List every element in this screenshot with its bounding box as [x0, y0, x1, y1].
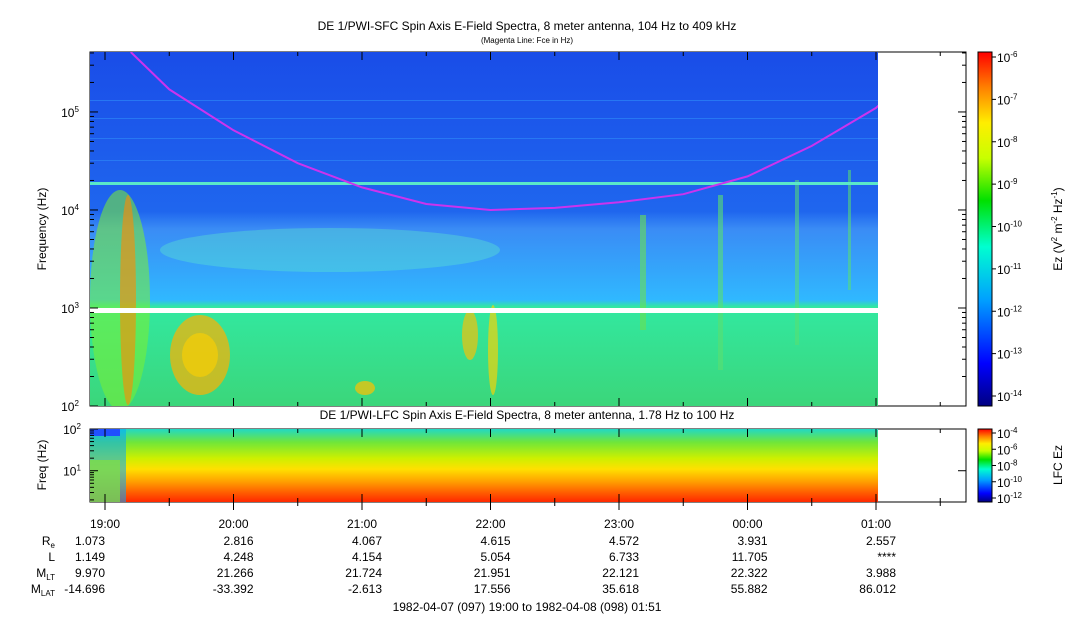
ephemeris-table: Re 1.073 2.816 4.067 4.615 4.572 3.931 2.557 L 1.… — [31, 534, 896, 598]
ephemeris-value: 4.154 — [352, 550, 382, 564]
time-tick-label: 23:00 — [604, 517, 634, 531]
ephemeris-value: 2.816 — [223, 534, 253, 548]
ephemeris-value: 11.705 — [732, 550, 768, 564]
sfc-colorbar-tick-label: 10-11 — [997, 262, 1022, 277]
time-tick-label: 01:00 — [861, 517, 891, 531]
ephemeris-row-label: L — [48, 550, 55, 564]
ephemeris-value: -33.392 — [213, 582, 254, 596]
sfc-y-tick-label: 102 — [61, 399, 79, 414]
sfc-colorbar-tick-label: 10-9 — [997, 177, 1018, 192]
lfc-colorbar-tick-label: 10-6 — [997, 442, 1018, 457]
lfc-spectrogram — [90, 429, 878, 502]
time-tick-label: 00:00 — [732, 517, 762, 531]
ephemeris-value: 86.012 — [859, 582, 896, 596]
time-tick-label: 19:00 — [90, 517, 120, 531]
sfc-spectrogram — [90, 52, 878, 406]
sfc-colorbar-tick-label: 10-12 — [997, 304, 1022, 319]
lfc-colorbar-tick-label: 10-4 — [997, 426, 1018, 441]
ephemeris-value: -14.696 — [64, 582, 105, 596]
time-range-label: 1982-04-07 (097) 19:00 to 1982-04-08 (09… — [393, 600, 662, 614]
sfc-colorbar-tick-label: 10-14 — [997, 389, 1022, 404]
sfc-title: DE 1/PWI-SFC Spin Axis E-Field Spectra, … — [318, 19, 737, 33]
sfc-colorbar-label: Ez (V2 m-2 Hz-1) — [1050, 187, 1065, 270]
ephemeris-value: 6.733 — [609, 550, 639, 564]
lfc-y-tick-label: 102 — [63, 422, 81, 437]
sfc-colorbar-tick-label: 10-10 — [997, 220, 1022, 235]
sfc-subtitle: (Magenta Line: Fce in Hz) — [481, 36, 573, 45]
ephemeris-value: 4.572 — [609, 534, 639, 548]
ephemeris-value: 21.266 — [217, 566, 254, 580]
lfc-colorbar-tick-label: 10-12 — [997, 491, 1022, 506]
ephemeris-value: 22.322 — [731, 566, 768, 580]
time-tick-label: 20:00 — [218, 517, 248, 531]
time-tick-label: 22:00 — [475, 517, 505, 531]
ephemeris-value: 55.882 — [731, 582, 768, 596]
sfc-y-axis: 102 103 104 105 — [61, 52, 966, 414]
lfc-y-label: Freq (Hz) — [35, 440, 49, 491]
ephemeris-value: 4.615 — [480, 534, 510, 548]
ephemeris-value: 3.988 — [866, 566, 896, 580]
ephemeris-value: 21.951 — [474, 566, 511, 580]
lfc-colorbar-label: LFC Ez — [1051, 445, 1065, 485]
ephemeris-value: 35.618 — [602, 582, 639, 596]
lfc-panel — [89, 428, 967, 503]
ephemeris-row-label: MLT — [36, 566, 55, 582]
sfc-y-tick-label: 104 — [61, 203, 79, 218]
time-tick-label: 21:00 — [347, 517, 377, 531]
lfc-y-axis: 101 102 — [63, 422, 966, 501]
ephemeris-value: 5.054 — [480, 550, 510, 564]
ephemeris-value: 4.248 — [223, 550, 253, 564]
sfc-y-tick-label: 105 — [61, 105, 79, 120]
sfc-colorbar-tick-label: 10-13 — [997, 347, 1022, 362]
sfc-panel — [89, 51, 967, 407]
ephemeris-row-label: Re — [42, 534, 56, 550]
ephemeris-value: **** — [877, 550, 896, 564]
ephemeris-value: 9.970 — [75, 566, 105, 580]
sfc-colorbar: 10-6 10-7 10-8 10-9 10-10 10-11 10-12 10-13 10-1… — [977, 50, 1065, 407]
lfc-colorbar-tick-label: 10-10 — [997, 475, 1022, 490]
ephemeris-value: 21.724 — [345, 566, 382, 580]
sfc-y-tick-label: 103 — [61, 301, 79, 316]
fce-magenta-line — [130, 52, 878, 212]
ephemeris-value: 4.067 — [352, 534, 382, 548]
sfc-y-label: Frequency (Hz) — [35, 188, 49, 271]
ephemeris-value: 3.931 — [737, 534, 767, 548]
ephemeris-value: 17.556 — [474, 582, 511, 596]
ephemeris-value: 2.557 — [866, 534, 896, 548]
time-axis: 19:00 20:00 21:00 22:00 23:00 00:00 01:00 — [90, 52, 941, 531]
lfc-title: DE 1/PWI-LFC Spin Axis E-Field Spectra, … — [320, 408, 735, 422]
sfc-colorbar-tick-label: 10-6 — [997, 50, 1018, 65]
sfc-colorbar-tick-label: 10-7 — [997, 92, 1018, 107]
sfc-colorbar-tick-label: 10-8 — [997, 135, 1018, 150]
ephemeris-row-label: MLAT — [31, 582, 55, 598]
ephemeris-value: 22.121 — [602, 566, 639, 580]
ephemeris-value: 1.073 — [75, 534, 105, 548]
ephemeris-value: 1.149 — [75, 550, 105, 564]
lfc-colorbar-tick-label: 10-8 — [997, 459, 1018, 474]
ephemeris-value: -2.613 — [348, 582, 382, 596]
lfc-y-tick-label: 101 — [63, 464, 81, 479]
